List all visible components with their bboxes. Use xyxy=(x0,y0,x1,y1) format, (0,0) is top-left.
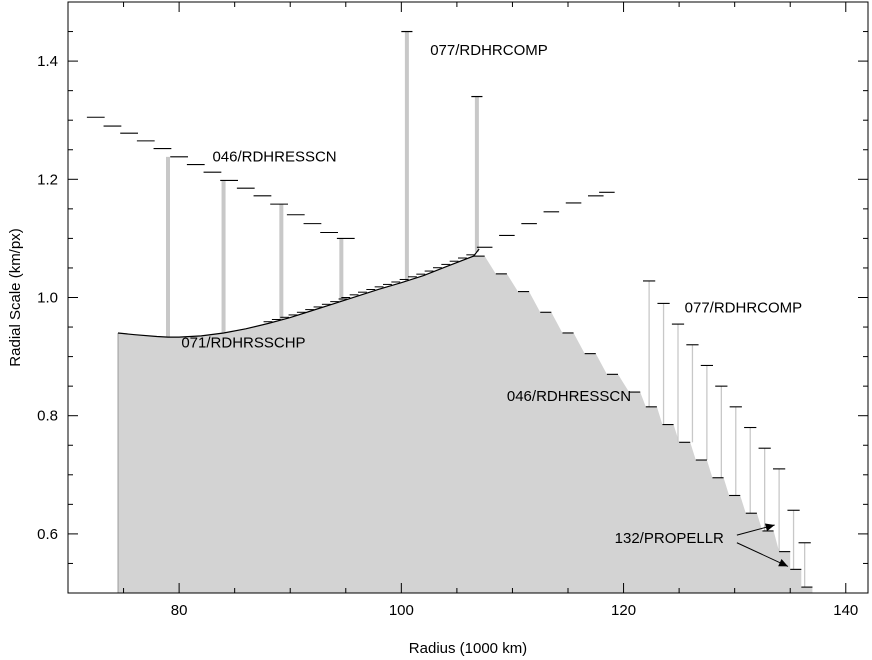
annotation-label: 071/RDHRSSCHP xyxy=(181,335,305,352)
segment-layer xyxy=(86,30,813,588)
annotation-arrow-shaft xyxy=(736,542,789,567)
annotation-label: 046/RDHRESSCN xyxy=(507,388,631,405)
x-tick-label: 140 xyxy=(833,602,858,619)
coverage-fill-layer xyxy=(117,249,813,593)
y-tick-label: 0.8 xyxy=(37,408,58,425)
annotation-label: 077/RDHRCOMP xyxy=(430,42,548,59)
coverage-fill xyxy=(118,249,813,593)
axis-layer: 80 100 120 140 0.6 0.8 1.0 1.2 1.4 xyxy=(37,1,868,619)
y-tick-label: 1.4 xyxy=(37,53,58,70)
y-axis-title: Radial Scale (km/px) xyxy=(7,228,24,366)
y-tick-label: 0.6 xyxy=(37,526,58,543)
x-axis-title: Radius (1000 km) xyxy=(409,640,527,657)
x-tick-label: 80 xyxy=(171,602,188,619)
y-tick-label: 1.0 xyxy=(37,290,58,307)
y-tick-label: 1.2 xyxy=(37,171,58,188)
series-071-envelope xyxy=(117,248,480,338)
annotation-label: 077/RDHRCOMP xyxy=(685,299,803,316)
x-tick-label: 100 xyxy=(389,602,414,619)
annotation-layer: 077/RDHRCOMP 046/RDHRESSCN 071/RDHRSSCHP 07… xyxy=(181,42,803,567)
annotation-arrow-head xyxy=(764,523,775,532)
annotation-arrow-head xyxy=(778,558,788,567)
annotation-label: 046/RDHRESSCN xyxy=(212,149,336,166)
x-tick-label: 120 xyxy=(611,602,636,619)
connector-layer xyxy=(166,31,806,588)
annotation-label: 132/PROPELLR xyxy=(615,530,724,547)
